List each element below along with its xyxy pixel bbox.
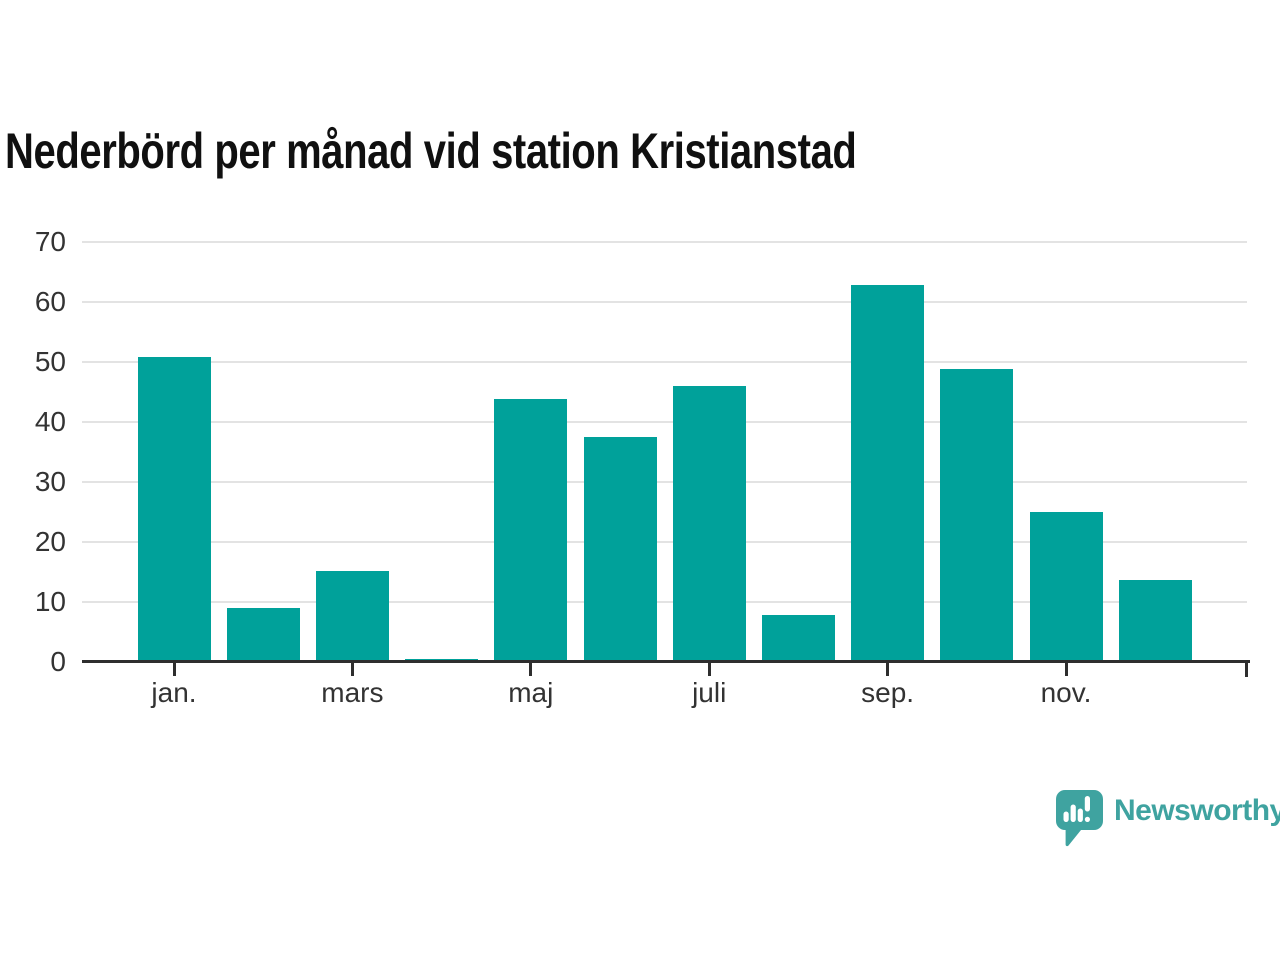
x-tick-mars: [350, 662, 354, 676]
bar-dec.: [1118, 579, 1192, 662]
x-axis-line: [82, 659, 1250, 663]
bar-aug.: [761, 615, 835, 662]
gridline-60: [82, 300, 1247, 303]
gridline-50: [82, 360, 1247, 363]
x-axis-end-tick: [1245, 662, 1248, 677]
x-tick-label-juli: juli: [692, 677, 727, 708]
x-tick-label-sep.: sep.: [861, 677, 915, 708]
chart-title: Nederbörd per månad vid station Kristian…: [5, 123, 857, 179]
x-tick-label-jan.: jan.: [151, 677, 197, 708]
y-tick-label-50: 50: [34, 345, 66, 377]
x-tick-sep.: [886, 662, 890, 676]
x-tick-maj: [529, 662, 533, 676]
gridline-10: [82, 600, 1247, 603]
gridline-70: [82, 240, 1247, 243]
x-tick-juli: [707, 662, 711, 676]
y-tick-label-10: 10: [34, 585, 66, 617]
y-tick-label-0: 0: [50, 645, 66, 677]
y-tick-label-70: 70: [34, 225, 66, 257]
newsworthy-logo-icon: [1056, 790, 1103, 847]
x-tick-label-nov.: nov.: [1040, 677, 1092, 708]
bar-jan.: [137, 356, 211, 662]
bar-mars: [315, 570, 389, 662]
bar-feb.: [226, 608, 300, 662]
gridline-40: [82, 420, 1247, 423]
bar-okt.: [940, 369, 1014, 662]
x-tick-nov.: [1064, 662, 1068, 676]
bar-sep.: [851, 285, 925, 662]
x-tick-label-maj: maj: [508, 677, 554, 708]
x-tick-label-mars: mars: [321, 677, 384, 708]
gridline-20: [82, 540, 1247, 543]
bar-maj: [494, 398, 568, 662]
bar-nov.: [1029, 512, 1103, 662]
bar-juli: [672, 385, 746, 662]
y-tick-label-20: 20: [34, 525, 66, 557]
brand-footer: Newsworthy: [1056, 790, 1280, 848]
x-tick-jan.: [172, 662, 176, 676]
y-tick-label-40: 40: [34, 405, 66, 437]
brand-name: Newsworthy: [1114, 794, 1280, 827]
y-tick-label-30: 30: [34, 465, 66, 497]
bar-juni: [583, 436, 657, 662]
gridline-30: [82, 480, 1247, 483]
y-tick-label-60: 60: [34, 285, 66, 317]
